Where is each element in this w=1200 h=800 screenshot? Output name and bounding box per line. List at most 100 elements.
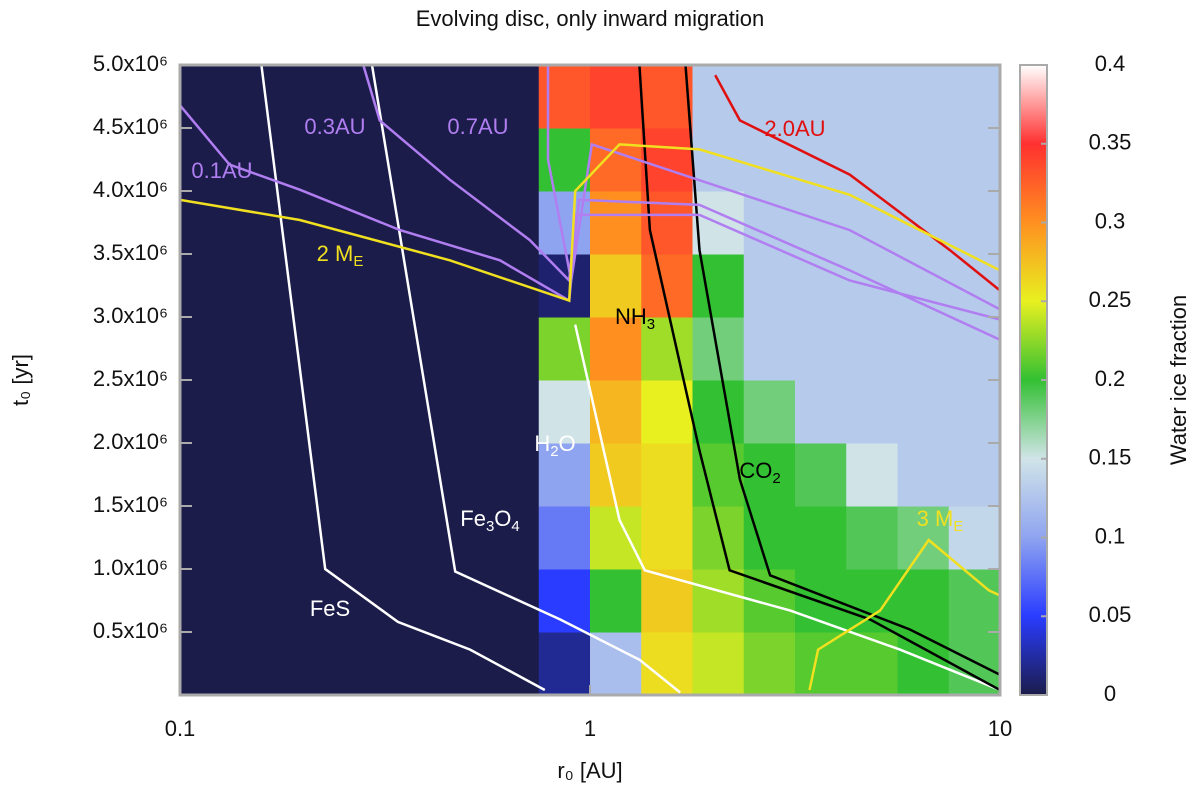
heatmap-cell — [692, 632, 745, 695]
contour-label-part: CO — [739, 458, 772, 483]
heatmap-cell — [641, 317, 694, 381]
heatmap-cell — [282, 632, 335, 695]
contour-line — [546, 65, 1000, 311]
heatmap-cell — [897, 569, 950, 633]
heatmap-cell — [436, 380, 488, 444]
heatmap-cell — [282, 506, 335, 570]
contour-label-part: O — [494, 506, 511, 531]
heatmap-cell — [333, 506, 386, 570]
contour-label-part: O — [559, 431, 576, 456]
heatmap-cell — [948, 128, 1000, 192]
heatmap-cell — [538, 254, 591, 318]
contour-label: 0.3AU — [304, 114, 365, 139]
contour-label-part: 0.1AU — [191, 158, 252, 183]
heatmap-cell — [846, 128, 898, 192]
colorbar-tick-label: 0.15 — [1089, 445, 1132, 470]
heatmap-cell — [795, 632, 847, 695]
heatmap-cell — [436, 128, 488, 192]
contour-label-part: 0.3AU — [304, 114, 365, 139]
contour-line — [180, 143, 1000, 303]
heatmap-cell — [692, 506, 745, 570]
contour-label: FeS — [310, 596, 350, 621]
heatmap-cell — [692, 65, 745, 129]
heatmap-cell — [897, 254, 950, 318]
contours — [180, 65, 1000, 694]
y-tick-label: 2.0x10⁶ — [93, 429, 168, 454]
y-tick-label: 3.5x10⁶ — [93, 240, 168, 265]
heatmap-cell — [795, 443, 847, 507]
y-tick-label: 4.5x10⁶ — [93, 114, 168, 139]
heatmap-cell — [231, 569, 283, 633]
chart-title: Evolving disc, only inward migration — [416, 6, 765, 31]
heatmap-cell — [897, 380, 950, 444]
contour-label: H2O — [534, 431, 575, 460]
heatmap-cell — [846, 506, 898, 570]
heatmap-cell — [436, 443, 488, 507]
heatmap-cell — [487, 380, 540, 444]
heatmap-cell — [743, 443, 796, 507]
heatmap-cell — [436, 569, 488, 633]
x-tick-label: 0.1 — [165, 716, 196, 741]
x-tick-label: 1 — [584, 716, 596, 741]
heatmap-cell — [538, 65, 591, 129]
heatmap-cell — [743, 632, 796, 695]
contour-label-part: 3 M — [917, 506, 954, 531]
heatmap-cell — [487, 128, 540, 192]
contour-label-part: 0.7AU — [447, 114, 508, 139]
contour-label-part: FeS — [310, 596, 350, 621]
heatmap-cell — [743, 254, 796, 318]
heatmap-cell — [333, 191, 386, 255]
heatmap-cell — [948, 317, 1000, 381]
heatmap-cell — [692, 254, 745, 318]
colorbar-tick-label: 0.1 — [1095, 523, 1126, 548]
heatmap-cell — [180, 65, 232, 129]
heatmap-cell — [948, 380, 1000, 444]
heatmap-cell — [846, 632, 898, 695]
heatmap-cell — [180, 506, 232, 570]
colorbar-tick-label: 0.4 — [1095, 51, 1126, 76]
heatmap-cell — [948, 506, 1000, 570]
heatmap-cell — [487, 254, 540, 318]
heatmap-cell — [384, 65, 437, 129]
heatmap-cell — [692, 317, 745, 381]
heatmap-cell — [897, 317, 950, 381]
heatmap-cell — [590, 65, 642, 129]
heatmap-cell — [897, 443, 950, 507]
contour-line — [808, 538, 1000, 691]
heatmap-cell — [795, 65, 847, 129]
heatmap-cell — [538, 632, 591, 695]
contour-line — [260, 65, 546, 692]
y-tick-label: 0.5x10⁶ — [93, 618, 168, 643]
heatmap-cell — [180, 380, 232, 444]
heatmap-cell — [333, 569, 386, 633]
heatmap-cell — [282, 569, 335, 633]
heatmap-cell — [641, 128, 694, 192]
heatmap-cell — [795, 191, 847, 255]
heatmap-cell — [436, 191, 488, 255]
colorbar-tick-label: 0.2 — [1095, 366, 1126, 391]
contour-label-part: 4 — [511, 518, 519, 535]
heatmap-cell — [487, 65, 540, 129]
heatmap-cell — [180, 254, 232, 318]
heatmap-cell — [231, 254, 283, 318]
heatmap-cell — [897, 65, 950, 129]
heatmap-cell — [641, 443, 694, 507]
contour-label-part: 3 — [486, 518, 494, 535]
heatmap-cell — [897, 632, 950, 695]
heatmap-cell — [487, 506, 540, 570]
colorbar-tick-label: 0 — [1104, 681, 1116, 706]
heatmap-cell — [590, 632, 642, 695]
heatmap-cell — [282, 128, 335, 192]
heatmap-cell — [384, 443, 437, 507]
heatmap-cell — [231, 443, 283, 507]
heatmap-cell — [231, 380, 283, 444]
heatmap-cell — [384, 569, 437, 633]
heatmap-cell — [846, 191, 898, 255]
colorbar-tick-label: 0.35 — [1089, 130, 1132, 155]
heatmap-cell — [590, 506, 642, 570]
heatmap-cell — [231, 191, 283, 255]
heatmap-cell — [795, 317, 847, 381]
contour-label-part: 2 — [550, 443, 558, 460]
heatmap-cell — [231, 65, 283, 129]
